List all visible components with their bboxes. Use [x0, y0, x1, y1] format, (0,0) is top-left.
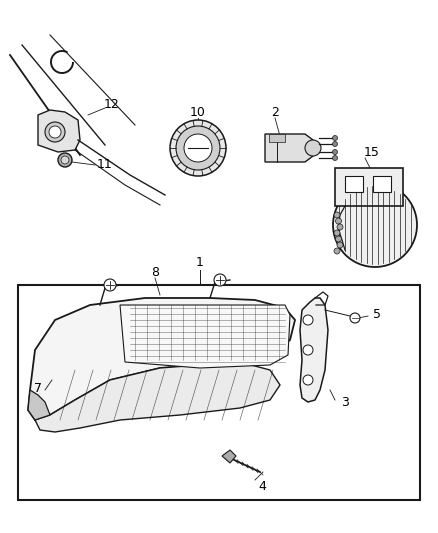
Text: 12: 12 — [104, 99, 120, 111]
Circle shape — [104, 279, 116, 291]
Polygon shape — [120, 305, 290, 368]
Circle shape — [332, 149, 338, 155]
Circle shape — [303, 315, 313, 325]
Circle shape — [184, 134, 212, 162]
Polygon shape — [28, 390, 50, 420]
Polygon shape — [300, 298, 328, 402]
Circle shape — [333, 183, 417, 267]
Text: 2: 2 — [271, 106, 279, 118]
Polygon shape — [38, 110, 80, 152]
Text: 4: 4 — [258, 480, 266, 492]
Text: 3: 3 — [341, 397, 349, 409]
Circle shape — [334, 248, 340, 254]
Circle shape — [58, 153, 72, 167]
Circle shape — [337, 224, 343, 230]
Bar — [269, 134, 285, 142]
Circle shape — [303, 375, 313, 385]
Text: 10: 10 — [190, 107, 206, 119]
Circle shape — [176, 126, 220, 170]
Bar — [18, 285, 420, 500]
Text: 1: 1 — [196, 255, 204, 269]
Circle shape — [45, 122, 65, 142]
Circle shape — [336, 236, 342, 242]
Circle shape — [49, 126, 61, 138]
Circle shape — [214, 274, 226, 286]
Circle shape — [334, 230, 340, 236]
Circle shape — [61, 156, 69, 164]
Circle shape — [332, 156, 338, 160]
Text: 7: 7 — [34, 382, 42, 394]
Circle shape — [170, 120, 226, 176]
Polygon shape — [265, 134, 313, 162]
Polygon shape — [35, 362, 280, 432]
Text: 15: 15 — [364, 147, 380, 159]
Text: 5: 5 — [373, 309, 381, 321]
Circle shape — [332, 141, 338, 147]
Circle shape — [303, 345, 313, 355]
Circle shape — [332, 135, 338, 141]
Bar — [345, 176, 363, 192]
Text: 8: 8 — [151, 265, 159, 279]
Polygon shape — [28, 298, 295, 420]
Polygon shape — [222, 450, 236, 463]
Bar — [373, 176, 391, 192]
Circle shape — [337, 242, 343, 248]
Circle shape — [334, 212, 340, 218]
Bar — [335, 168, 403, 206]
Circle shape — [305, 140, 321, 156]
Circle shape — [336, 218, 342, 224]
Circle shape — [350, 313, 360, 323]
Text: 11: 11 — [97, 158, 113, 172]
